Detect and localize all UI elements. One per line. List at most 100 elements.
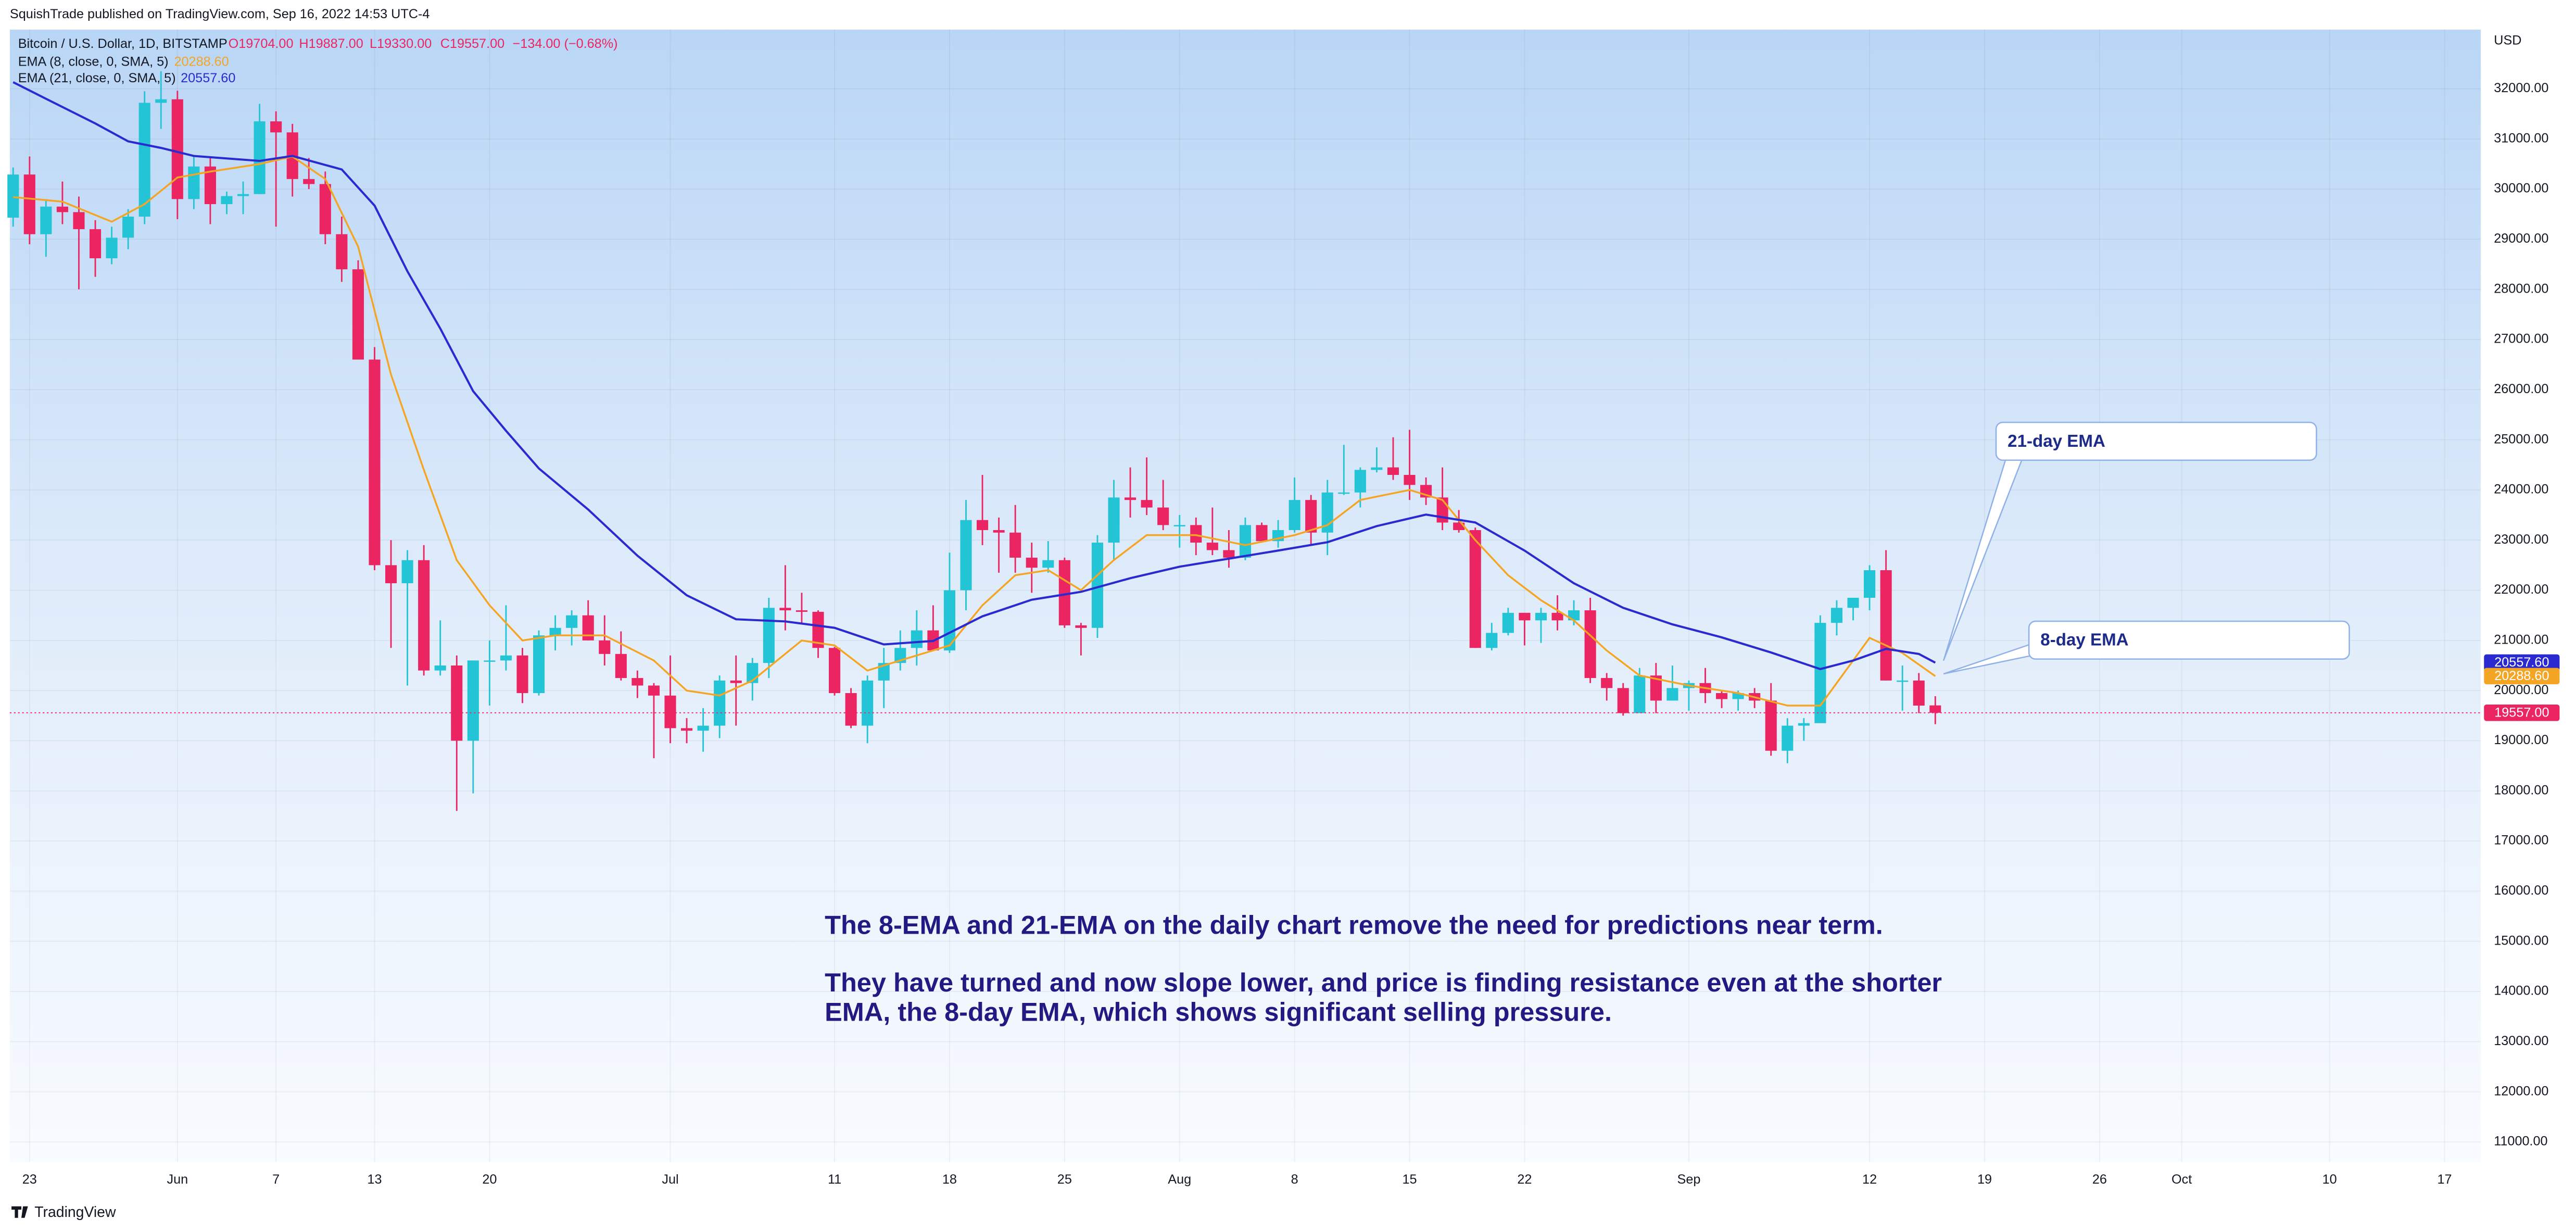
candle-body	[254, 121, 266, 194]
x-tick-label: 7	[272, 1172, 280, 1187]
candle-body	[188, 166, 200, 199]
logo	[11, 1206, 28, 1218]
candle-body	[484, 660, 496, 662]
y-tick-label: 18000.00	[2494, 783, 2548, 797]
candle-body	[401, 560, 413, 584]
candle-body	[270, 121, 282, 133]
y-tick-label: 25000.00	[2494, 432, 2548, 446]
candle-body	[681, 728, 693, 731]
y-tick-label: 23000.00	[2494, 532, 2548, 547]
legend-ema8: EMA (8, close, 0, SMA, 5)	[18, 55, 169, 69]
candle-body	[943, 590, 955, 651]
y-tick-label: 11000.00	[2494, 1134, 2547, 1149]
y-tick-label: 17000.00	[2494, 833, 2548, 848]
callout-text: 21-day EMA	[2007, 432, 2105, 451]
candle-body	[1190, 525, 1202, 543]
candle-body	[1091, 543, 1103, 628]
y-tick-label: 20000.00	[2494, 683, 2548, 697]
candle-body	[911, 630, 923, 648]
candle-body	[632, 678, 643, 686]
candle-body	[155, 99, 167, 103]
candle-body	[40, 206, 52, 234]
candle-body	[1897, 680, 1909, 682]
y-tick-label: 19000.00	[2494, 733, 2548, 747]
candle-body	[1732, 693, 1744, 699]
candle-body	[1601, 678, 1613, 688]
candle-body	[352, 269, 364, 360]
candle-body	[1502, 612, 1514, 633]
candle-body	[237, 194, 249, 196]
candle-body	[878, 663, 890, 681]
candle-body	[812, 611, 824, 648]
candle-body	[385, 565, 397, 584]
candle-body	[1289, 500, 1300, 530]
candle-body	[336, 234, 348, 270]
candle-body	[1798, 723, 1810, 726]
candle-body	[763, 608, 775, 663]
y-tick-label: 12000.00	[2494, 1084, 2548, 1098]
candle-body	[319, 184, 331, 234]
candle-body	[1913, 680, 1925, 706]
candle-body	[221, 196, 233, 204]
annotation-text: The 8-EMA and 21-EMA on the daily chart …	[825, 910, 1883, 939]
candle-body	[1716, 693, 1728, 699]
candle-body	[960, 520, 972, 591]
candle-body	[1354, 470, 1366, 493]
price-label: 20288.60	[2494, 669, 2549, 683]
y-tick-label: 22000.00	[2494, 582, 2548, 597]
candle-body	[1782, 725, 1794, 751]
candle-body	[1206, 543, 1218, 550]
candle-body	[303, 179, 315, 184]
candle-body	[106, 237, 118, 258]
time-axis	[9, 1162, 2481, 1195]
candle-body	[1551, 612, 1563, 621]
x-tick-label: Jul	[662, 1172, 678, 1187]
x-tick-label: 22	[1517, 1172, 1532, 1187]
grid	[9, 29, 2481, 1162]
candle-body	[1535, 612, 1547, 621]
legend-close: C19557.00	[440, 36, 504, 51]
header: SquishTrade published on TradingView.com…	[10, 7, 430, 21]
x-tick-label: 23	[22, 1172, 37, 1187]
candle-body	[862, 680, 874, 726]
candle-body	[1404, 475, 1416, 485]
candle-body	[1880, 570, 1892, 681]
y-tick-label: 30000.00	[2494, 181, 2548, 196]
price-axis	[2480, 29, 2576, 1162]
candle-body	[1617, 688, 1629, 713]
x-tick-label: 12	[1862, 1172, 1877, 1187]
candle-body	[1157, 507, 1169, 525]
candle-body	[23, 174, 35, 234]
footer-brand: TradingView	[34, 1204, 116, 1221]
candle-body	[1486, 633, 1498, 648]
legend-ema21: EMA (21, close, 0, SMA, 5)	[18, 71, 176, 85]
candle-body	[1814, 623, 1826, 723]
candle-body	[451, 665, 463, 741]
candle-body	[516, 655, 528, 693]
candle-body	[615, 654, 627, 679]
legend-open: O19704.00	[229, 36, 294, 51]
price-label: 20557.60	[2494, 655, 2549, 670]
y-tick-label: 26000.00	[2494, 382, 2548, 396]
y-tick-label: 14000.00	[2494, 984, 2548, 998]
price-label-box	[2484, 668, 2560, 685]
time-axis-labels: 23 Jun 7 13 20 Jul 11 18 25 Aug 8 15 22 Sep 12 19 26 Oct 1…	[22, 1172, 2452, 1187]
x-tick-label: Sep	[1677, 1172, 1701, 1187]
candle-body	[56, 206, 68, 212]
candle-body	[73, 212, 85, 230]
candle-body	[138, 103, 150, 217]
x-tick-label: Oct	[2171, 1172, 2192, 1187]
candle-body	[1830, 608, 1843, 623]
candle-body	[1239, 525, 1251, 558]
ema-line	[12, 81, 1936, 671]
legend-ema8-value: 20288.60	[174, 55, 229, 69]
candle-body	[1765, 700, 1777, 751]
candle-body	[993, 530, 1005, 533]
candle-body	[1338, 492, 1350, 494]
candle-body	[418, 560, 430, 671]
x-tick-label: 13	[367, 1172, 382, 1187]
x-tick-label: 19	[1977, 1172, 1992, 1187]
ema-line	[13, 155, 1936, 707]
candle-body	[89, 229, 102, 258]
y-tick-label: 27000.00	[2494, 332, 2548, 346]
